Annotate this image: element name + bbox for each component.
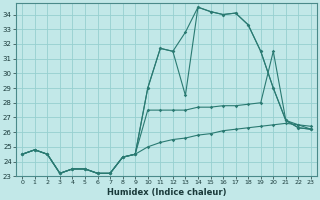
X-axis label: Humidex (Indice chaleur): Humidex (Indice chaleur) [107,188,226,197]
